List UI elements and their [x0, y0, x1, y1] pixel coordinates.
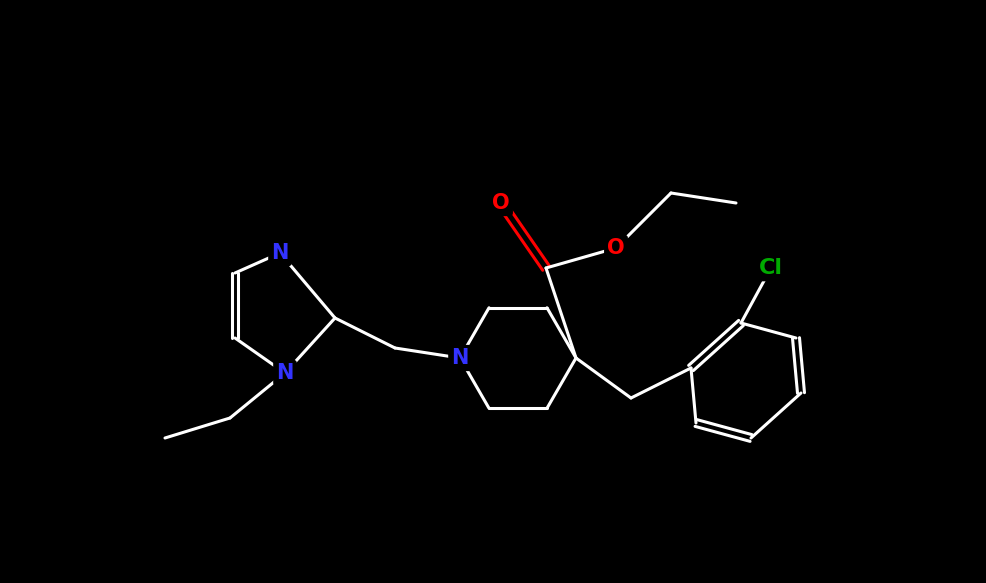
Text: N: N: [276, 363, 294, 383]
Text: N: N: [271, 243, 289, 263]
Text: Cl: Cl: [759, 258, 783, 278]
Text: O: O: [492, 193, 510, 213]
Text: O: O: [607, 238, 625, 258]
Text: N: N: [452, 348, 468, 368]
